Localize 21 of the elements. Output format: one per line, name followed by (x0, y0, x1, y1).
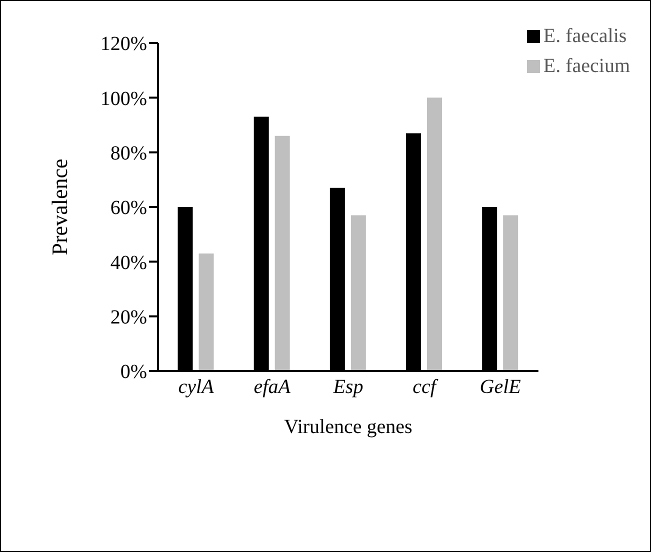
y-tick-label: 0% (120, 361, 147, 384)
y-tick-label: 40% (110, 252, 147, 274)
y-axis-title: Prevalence (46, 158, 72, 256)
bar (427, 98, 442, 371)
x-tick-label: GelE (480, 376, 521, 398)
bar (350, 215, 366, 371)
x-axis-title: Virulence genes (284, 416, 412, 438)
x-tick-label: Esp (332, 376, 364, 398)
x-tick-label: ccf (412, 376, 438, 398)
bar (503, 215, 518, 371)
x-tick-label: cylA (178, 376, 215, 398)
y-tick-label: 120% (100, 33, 147, 56)
legend-label: E. faecalis (543, 24, 627, 49)
y-tick-label: 20% (110, 306, 147, 328)
y-tick-label: 60% (110, 197, 147, 220)
y-tick-label: 80% (110, 142, 147, 164)
bar (198, 253, 214, 371)
y-tick-label: 100% (100, 88, 147, 110)
x-tick-label: efaA (254, 376, 292, 398)
legend-label: E. faecium (543, 54, 630, 79)
bar (274, 136, 290, 371)
